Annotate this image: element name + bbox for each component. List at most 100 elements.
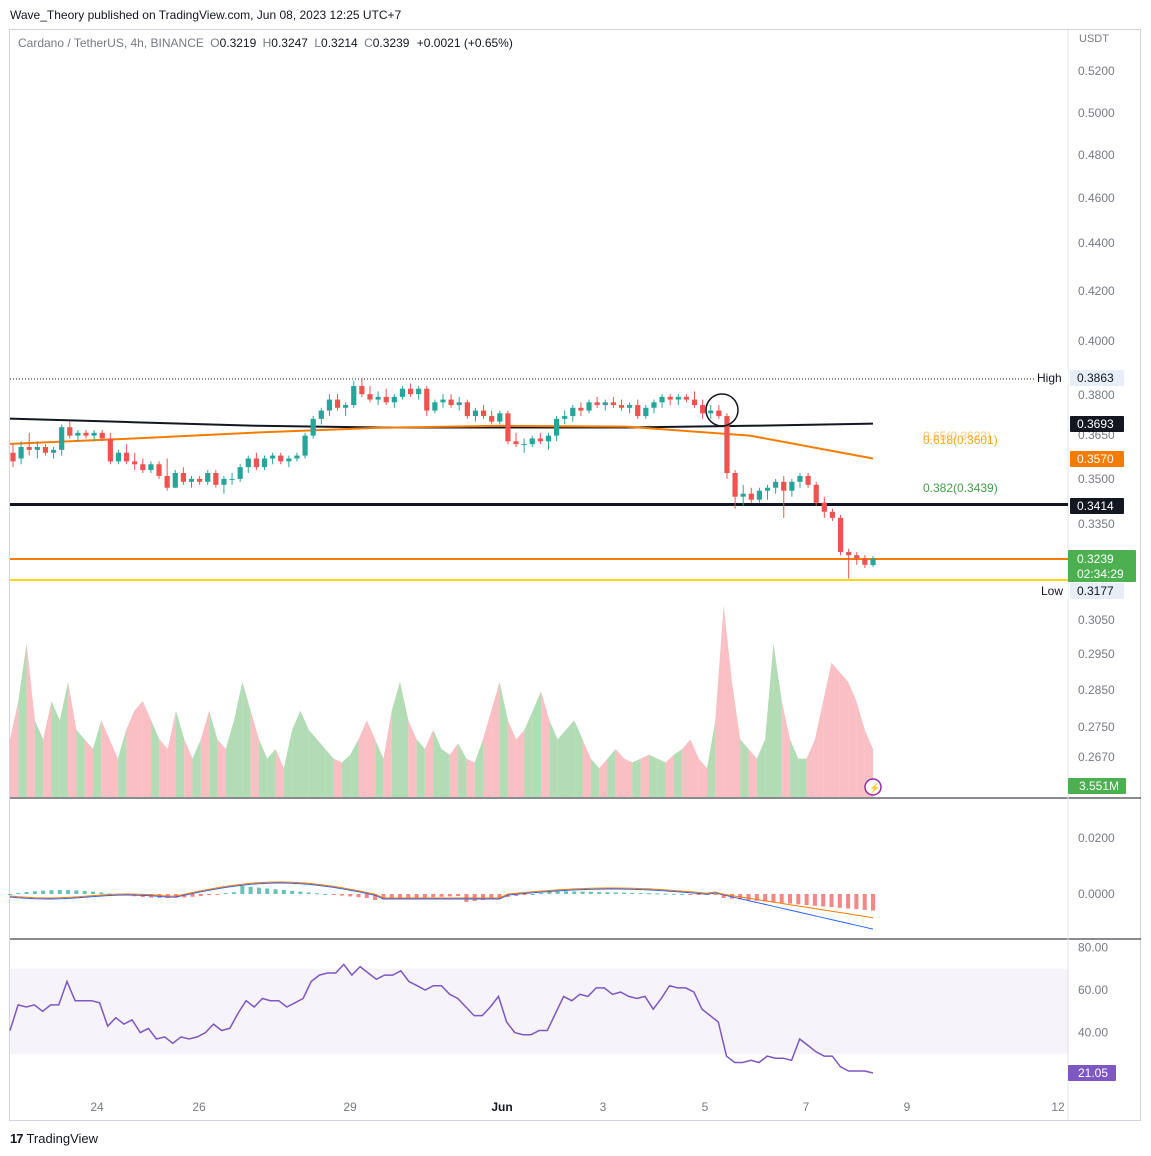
candle-body	[708, 410, 714, 414]
candle-body	[578, 407, 584, 411]
volume-area-segment	[715, 605, 724, 797]
macd-histogram-bar	[771, 894, 776, 903]
volume-area-segment	[175, 710, 185, 797]
rsi-tick-label: 60.00	[1078, 983, 1108, 997]
volume-area-segment	[607, 749, 616, 797]
volume-area-segment	[408, 720, 417, 797]
candle-body	[870, 558, 876, 566]
volume-area-segment	[707, 720, 716, 797]
macd-histogram-bar	[605, 892, 610, 894]
volume-area-segment	[798, 758, 807, 797]
candle-body	[700, 405, 706, 414]
candle-body	[837, 517, 844, 553]
candle-body	[537, 438, 543, 442]
volume-area-segment	[615, 749, 625, 797]
low-tag-bg	[1038, 583, 1068, 599]
candle-body	[197, 478, 203, 482]
macd-histogram-bar	[497, 894, 502, 898]
candle-body	[586, 402, 592, 411]
macd-histogram-bar	[763, 894, 768, 902]
volume-area-segment	[242, 681, 251, 797]
volume-area-segment	[76, 729, 85, 797]
macd-histogram-bar	[348, 894, 353, 897]
candle-body	[132, 461, 138, 465]
macd-histogram-bar	[837, 894, 842, 908]
fib-label-0-65: 0.65(0.3623)	[923, 429, 991, 443]
candle-body	[821, 502, 827, 512]
time-tick-label: 26	[192, 1100, 206, 1114]
volume-area-segment	[192, 739, 201, 797]
ma-black-price-label: 0.3693	[1077, 417, 1114, 431]
macd-histogram-bar	[223, 893, 228, 895]
volume-area-segment	[184, 739, 193, 797]
volume-area-segment	[225, 720, 235, 797]
crossover-circle	[705, 393, 739, 427]
volume-area-segment	[856, 701, 865, 797]
macd-histogram-bar	[696, 894, 701, 895]
volume-area-segment	[516, 729, 525, 797]
volume-area-segment	[657, 758, 666, 797]
candle-body	[326, 399, 333, 411]
volume-area-segment	[375, 739, 384, 797]
high-value: 0.3247	[271, 36, 308, 50]
volume-area-segment	[590, 758, 600, 797]
macd-histogram-bar	[447, 894, 452, 897]
candle-body	[456, 402, 462, 406]
candle-body	[489, 416, 495, 422]
macd-histogram-bar	[563, 891, 568, 894]
volume-area-segment	[441, 749, 450, 797]
signal-line	[9, 881, 874, 919]
volume-area-segment	[18, 643, 27, 797]
time-tick-label: 29	[343, 1100, 357, 1114]
candle-body	[416, 388, 422, 395]
candle-body	[351, 386, 357, 406]
volume-area-segment	[416, 739, 425, 797]
price-tick-label: 0.4400	[1078, 236, 1115, 250]
candle-body	[180, 473, 186, 482]
volume-area-segment	[690, 739, 699, 797]
volume-area-segment	[283, 729, 293, 797]
candle-body	[643, 407, 649, 417]
volume-area-segment	[358, 720, 367, 797]
macd-histogram-bar	[32, 891, 37, 894]
fib-label-0-382: 0.382(0.3439)	[923, 481, 998, 495]
macd-histogram-bar	[456, 894, 461, 896]
volume-area-segment	[574, 720, 583, 797]
macd-histogram-bar	[298, 891, 303, 894]
candle-body	[675, 396, 681, 400]
support-price-label-box	[1070, 498, 1124, 514]
volume-area-segment	[209, 710, 218, 797]
candle-body	[813, 484, 819, 503]
macd-histogram-bar	[638, 893, 643, 894]
volume-area-segment	[773, 643, 782, 797]
macd-histogram-bar	[107, 893, 112, 895]
macd-histogram-bar	[389, 894, 394, 900]
macd-histogram-bar	[57, 890, 62, 894]
macd-histogram-bar	[82, 890, 87, 894]
volume-area-segment	[449, 743, 459, 797]
price-tick-label: 0.4000	[1078, 334, 1115, 348]
candle-body	[343, 405, 349, 408]
macd-histogram-bar	[281, 890, 286, 894]
time-tick-label: 7	[803, 1100, 810, 1114]
candle-body	[188, 478, 195, 482]
volume-area-segment	[524, 710, 533, 797]
macd-histogram-bar	[862, 894, 867, 910]
candle-body	[67, 427, 73, 436]
candle-body	[383, 396, 389, 403]
candle-body	[716, 410, 722, 417]
bar-countdown-label: 02:34:29	[1077, 567, 1124, 581]
candle-body	[261, 458, 268, 468]
macd-histogram-bar	[522, 894, 527, 895]
macd-histogram-bar	[854, 894, 859, 910]
volume-area-segment	[267, 749, 276, 797]
candle-body	[91, 432, 97, 436]
time-tick-label: 9	[904, 1100, 911, 1114]
candle-body	[245, 458, 251, 468]
macd-histogram-bar	[597, 892, 602, 894]
symbol-name[interactable]: Cardano / TetherUS, 4h, BINANCE	[18, 36, 204, 50]
macd-histogram-bar	[207, 894, 212, 896]
volume-area-segment	[341, 754, 351, 797]
volume-area-segment	[839, 672, 849, 797]
